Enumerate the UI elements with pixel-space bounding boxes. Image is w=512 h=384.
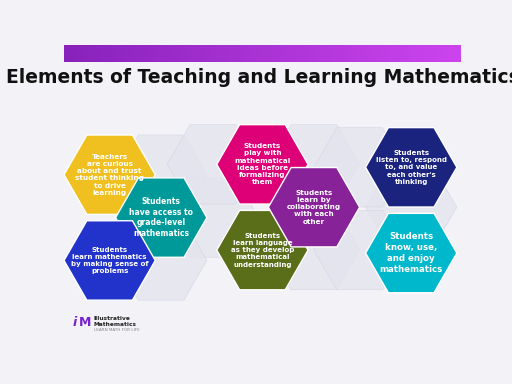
Text: Students
play with
mathematical
ideas before
formalizing
them: Students play with mathematical ideas be… [234, 143, 290, 185]
Polygon shape [167, 178, 259, 257]
Polygon shape [64, 221, 155, 300]
Polygon shape [366, 167, 457, 247]
Text: Elements of Teaching and Learning Mathematics: Elements of Teaching and Learning Mathem… [6, 68, 512, 87]
Text: Students
learn mathematics
by making sense of
problems: Students learn mathematics by making sen… [71, 247, 148, 274]
Polygon shape [116, 135, 207, 214]
Text: Students
have access to
grade-level
mathematics: Students have access to grade-level math… [129, 197, 193, 238]
Text: LEARN MATH FOR LIFE: LEARN MATH FOR LIFE [94, 328, 139, 332]
Polygon shape [64, 135, 155, 214]
Polygon shape [116, 178, 207, 257]
Text: Mathematics: Mathematics [94, 322, 137, 327]
Polygon shape [268, 210, 359, 290]
Polygon shape [314, 210, 406, 290]
Text: Students
learn language
as they develop
mathematical
understanding: Students learn language as they develop … [231, 233, 294, 268]
Polygon shape [217, 125, 308, 204]
Text: Students
listen to, respond
to, and value
each other's
thinking: Students listen to, respond to, and valu… [376, 150, 446, 185]
Text: Illustrative: Illustrative [94, 316, 131, 321]
Polygon shape [314, 127, 406, 207]
Text: M: M [79, 316, 92, 329]
Polygon shape [366, 127, 457, 207]
Polygon shape [116, 221, 207, 300]
Polygon shape [167, 125, 259, 204]
Polygon shape [268, 167, 359, 247]
Polygon shape [217, 210, 308, 290]
Text: Students
learn by
collaborating
with each
other: Students learn by collaborating with eac… [287, 190, 341, 225]
Text: Students
know, use,
and enjoy
mathematics: Students know, use, and enjoy mathematic… [379, 232, 443, 274]
Polygon shape [366, 214, 457, 293]
Polygon shape [268, 125, 359, 204]
Text: i: i [73, 316, 77, 329]
Text: Teachers
are curious
about and trust
student thinking
to drive
learning: Teachers are curious about and trust stu… [75, 154, 144, 196]
